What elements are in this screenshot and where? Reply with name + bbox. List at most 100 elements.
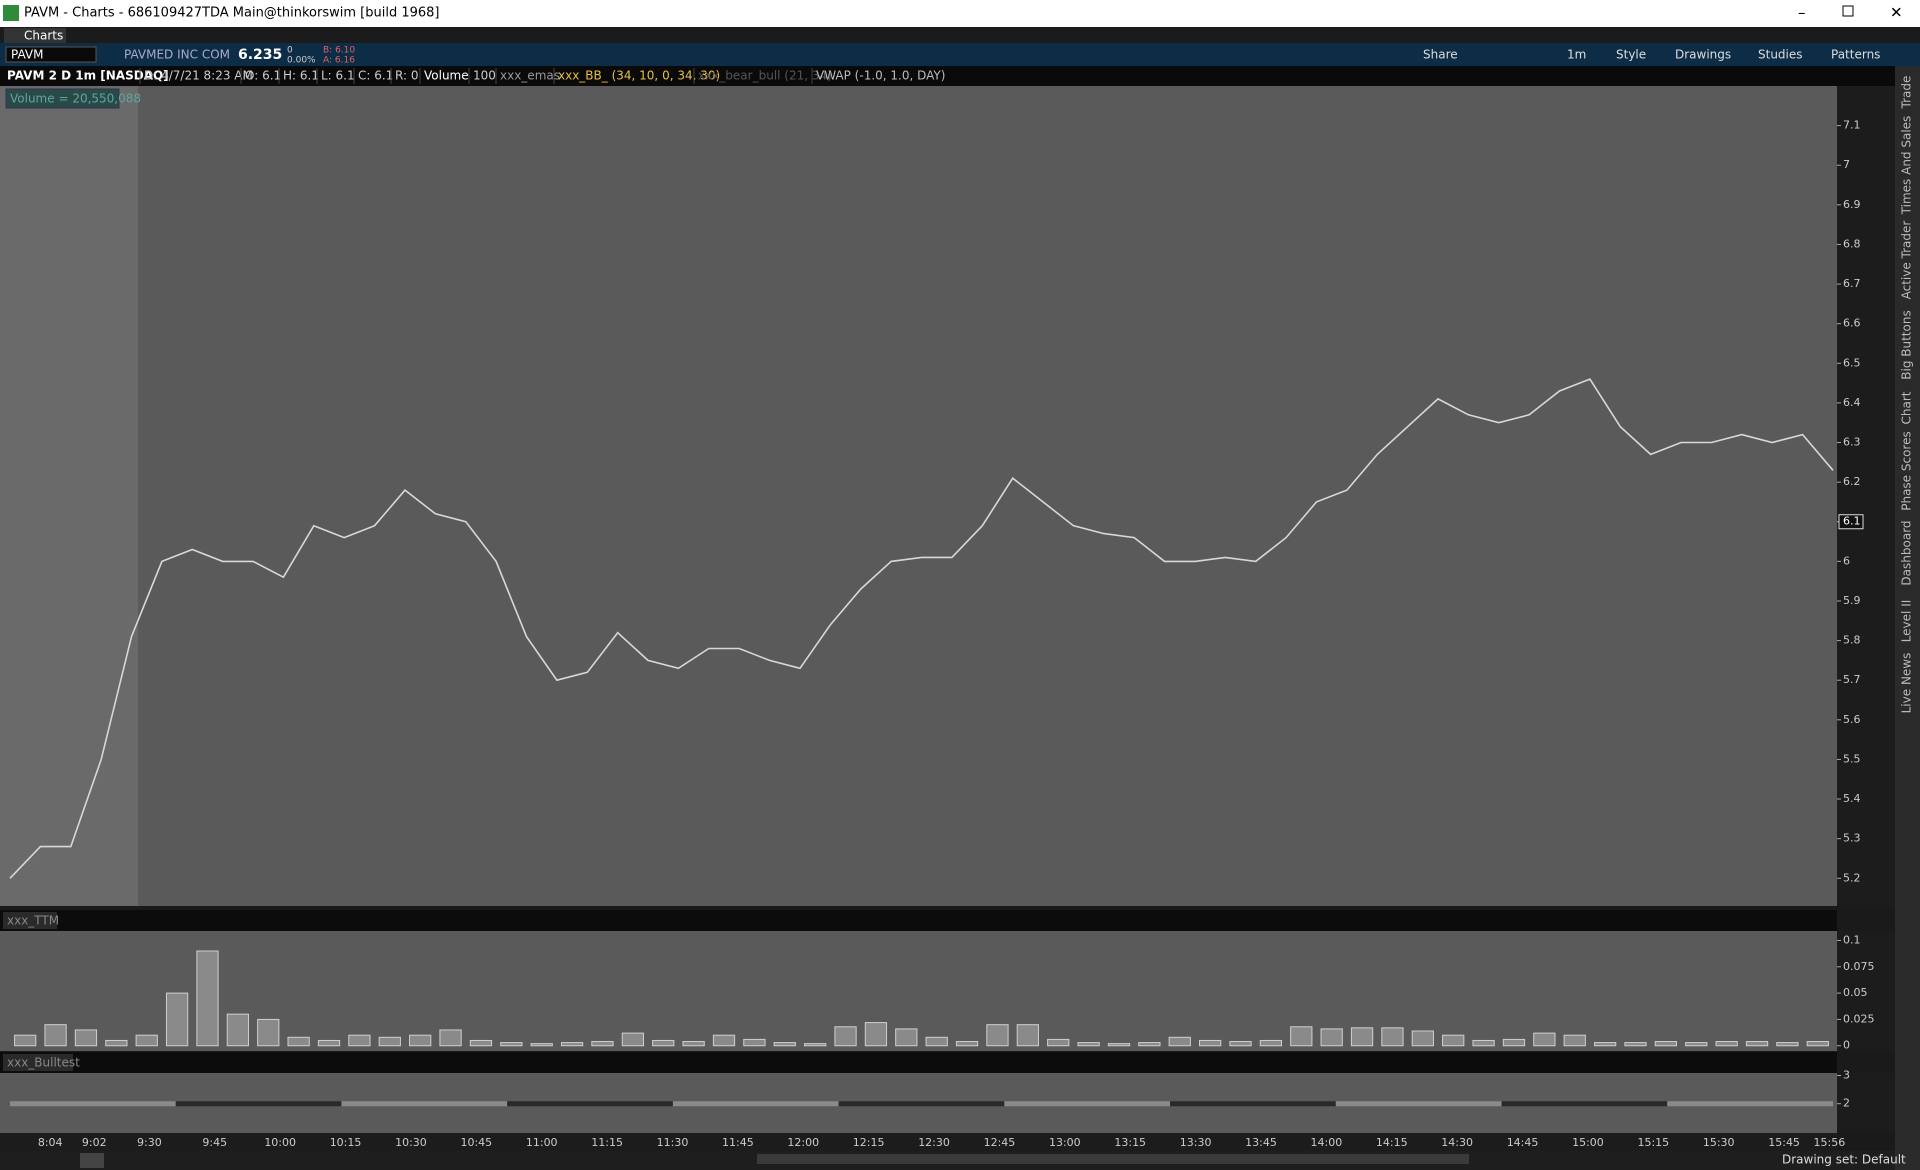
toolbar-button[interactable]: Style	[1616, 48, 1646, 62]
histogram-bar	[1290, 1026, 1313, 1047]
header-item[interactable]: R: 0	[395, 69, 418, 83]
x-tick-label: 15:45	[1768, 1136, 1800, 1149]
x-tick-label: 10:45	[460, 1136, 492, 1149]
histogram-bar	[1685, 1042, 1708, 1047]
histogram-bar	[1381, 1027, 1404, 1047]
panel-title[interactable]: xxx_TTM	[7, 914, 59, 928]
header-item[interactable]: O: 6.1	[245, 69, 281, 83]
y-tick-label: 6.9	[1843, 198, 1861, 211]
header-item[interactable]: 100	[473, 69, 496, 83]
header-item[interactable]: xxx_bear_bull (21, 34)	[698, 69, 832, 83]
x-tick-label: 12:45	[984, 1136, 1016, 1149]
window-title: PAVM - Charts - 686109427TDA Main@thinko…	[24, 6, 440, 21]
histogram-bar	[1138, 1042, 1161, 1047]
y-tick-label: 6.4	[1843, 396, 1861, 409]
y-tick-label: 0.025	[1843, 1012, 1875, 1025]
plot-area	[0, 86, 1837, 906]
y-tick-label: 0	[1843, 1039, 1850, 1052]
header-item[interactable]: C: 6.1	[358, 69, 393, 83]
header-item[interactable]: xxx_emas	[500, 69, 560, 83]
header-item[interactable]: xxx_BB_ (34, 10, 0, 34, 30)	[558, 69, 720, 83]
histogram-bar	[804, 1043, 827, 1047]
header-item[interactable]: PAVM 2 D 1m [NASDAQ]	[7, 69, 169, 83]
toolbar	[0, 43, 1920, 66]
histogram-bar	[834, 1026, 857, 1047]
histogram-bar	[226, 1013, 250, 1047]
histogram-bar	[1806, 1041, 1829, 1047]
side-tab-bar	[1895, 66, 1920, 1170]
histogram-bar	[1472, 1039, 1495, 1047]
histogram-bar	[1199, 1039, 1222, 1047]
charts-tab[interactable]	[4, 28, 66, 43]
side-tab[interactable]: Active Trader	[1900, 221, 1914, 300]
y-tick-label: 6.8	[1843, 237, 1861, 250]
x-tick-label: 14:45	[1507, 1136, 1539, 1149]
toolbar-button[interactable]: Studies	[1758, 48, 1803, 62]
histogram-bar	[986, 1024, 1009, 1047]
side-tab[interactable]: Live News	[1900, 653, 1914, 714]
side-tab[interactable]: Phase Scores	[1900, 431, 1914, 511]
toolbar-button[interactable]: Patterns	[1831, 48, 1880, 62]
axis-area	[1837, 931, 1895, 1051]
x-tick-label: 11:15	[591, 1136, 623, 1149]
charts-tab-label[interactable]: Charts	[24, 29, 63, 43]
side-tab[interactable]: Trade	[1900, 76, 1914, 110]
header-item[interactable]: VWAP (-1.0, 1.0, DAY)	[816, 69, 945, 83]
toolbar-button[interactable]: 1m	[1567, 48, 1586, 62]
x-tick-label: 13:30	[1180, 1136, 1212, 1149]
scroll-thumb[interactable]	[757, 1154, 1469, 1164]
y-tick-label: 3	[1843, 1069, 1850, 1082]
y-tick-label: 5.5	[1843, 752, 1861, 765]
collapse-button[interactable]	[80, 1153, 104, 1168]
y-tick-label: 5.3	[1843, 832, 1861, 845]
symbol-box[interactable]	[5, 46, 97, 63]
panel-title-box	[3, 1054, 73, 1071]
histogram-bar	[196, 950, 219, 1047]
header-item[interactable]: D: 4/7/21 8:23 AM	[144, 69, 253, 83]
x-tick-label: 14:00	[1311, 1136, 1343, 1149]
y-tick-label: 5.9	[1843, 594, 1861, 607]
side-tab[interactable]: Times And Sales	[1900, 116, 1914, 216]
histogram-bar	[1654, 1041, 1678, 1047]
x-tick-label: 15:15	[1637, 1136, 1669, 1149]
x-tick-label: 11:45	[722, 1136, 754, 1149]
drawing-set[interactable]: Drawing set: Default	[1782, 1153, 1906, 1167]
side-tab[interactable]: Dashboard	[1900, 520, 1914, 585]
histogram-bar	[1016, 1024, 1039, 1047]
last-price: 6.235	[238, 47, 282, 63]
symbol[interactable]: PAVM	[11, 48, 43, 62]
x-tick-label: 9:02	[82, 1136, 107, 1149]
y-tick-label: 7	[1843, 158, 1850, 171]
close[interactable]: ✕	[1890, 4, 1903, 22]
side-tab[interactable]: Chart	[1900, 391, 1914, 424]
histogram-bar	[1077, 1042, 1100, 1047]
histogram-bar	[1593, 1042, 1617, 1047]
histogram-bar	[1745, 1041, 1769, 1047]
x-tick-label: 12:30	[918, 1136, 950, 1149]
ask: A: 6.16	[323, 56, 355, 66]
histogram-bar	[257, 1018, 280, 1047]
histogram-bar	[135, 1034, 158, 1047]
panel-header	[0, 910, 1837, 931]
side-tab[interactable]: Big Buttons	[1900, 310, 1914, 379]
bid: B: 6.10	[323, 46, 355, 56]
restore[interactable]	[1842, 5, 1854, 17]
minimize[interactable]: –	[1798, 4, 1806, 22]
histogram-bar	[1350, 1027, 1374, 1047]
toolbar-button[interactable]: Drawings	[1675, 48, 1731, 62]
premarket-area	[0, 86, 138, 906]
header-item[interactable]: H: 6.1	[283, 69, 319, 83]
x-tick-label: 9:30	[137, 1136, 162, 1149]
y-tick-label: 6.3	[1843, 436, 1861, 449]
panel-title[interactable]: xxx_Bulltest	[7, 1056, 80, 1070]
histogram-bar	[1320, 1028, 1343, 1047]
title-bar	[0, 0, 1920, 27]
histogram-bar	[500, 1042, 523, 1047]
toolbar-button[interactable]: Share	[1423, 48, 1458, 62]
histogram-bar	[864, 1022, 888, 1047]
side-tab[interactable]: Level II	[1900, 600, 1914, 643]
header-item[interactable]: L: 6.1	[321, 69, 355, 83]
header-item[interactable]: Volume	[424, 69, 469, 83]
histogram-bar	[1442, 1034, 1465, 1047]
